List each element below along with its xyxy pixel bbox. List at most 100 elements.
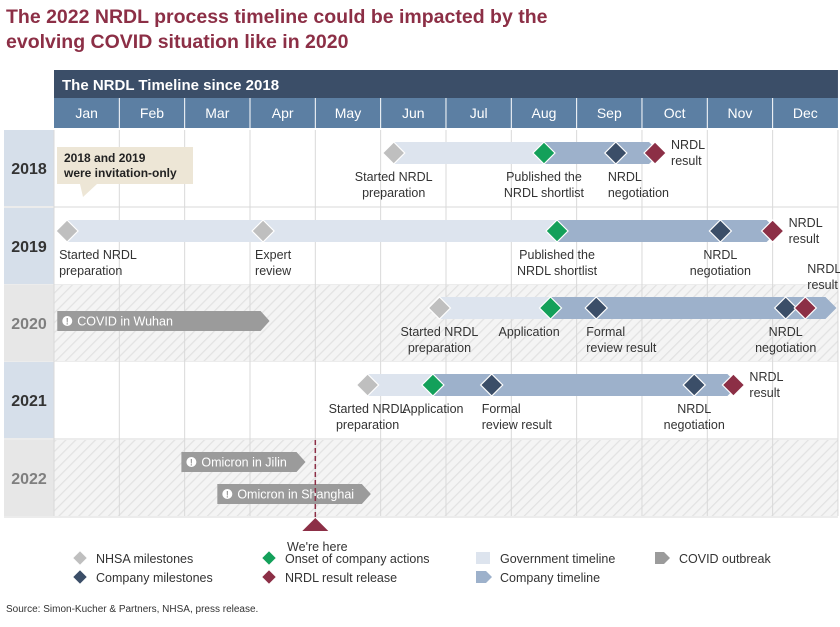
timeline-header-title: The NRDL Timeline since 2018 xyxy=(62,77,279,94)
legend-item: Government timeline xyxy=(476,552,615,566)
company-milestone xyxy=(708,219,733,243)
milestone-label: NRDL xyxy=(789,216,823,230)
milestone-label: NRDL xyxy=(769,325,803,339)
month-label: Mar xyxy=(205,105,229,121)
year-label: 2021 xyxy=(11,393,47,410)
covid-arrow xyxy=(181,452,306,472)
nhsa-milestone xyxy=(55,219,79,243)
alert-icon-mark: ! xyxy=(66,317,69,327)
month-label: Nov xyxy=(728,105,753,121)
nrdl-milestone xyxy=(793,296,818,320)
year-label: 2022 xyxy=(11,471,47,488)
legend-item: Company timeline xyxy=(476,571,600,585)
row-2019: Started NRDL preparation Expert review Publi… xyxy=(55,216,823,278)
note-callout xyxy=(57,147,193,197)
legend-label: NHSA milestones xyxy=(96,552,193,566)
month-label: Oct xyxy=(664,105,686,121)
note-line: were invitation-only xyxy=(63,166,177,180)
legend-label: Onset of company actions xyxy=(285,552,430,566)
legend-label: Company timeline xyxy=(500,571,600,585)
row-2022: ! Omicron in Jilin! Omicron in Shanghai xyxy=(181,452,371,504)
milestone-label: NRDL shortlist xyxy=(504,186,585,200)
legend-label: Government timeline xyxy=(500,552,615,566)
legend-covid-swatch xyxy=(655,552,670,564)
year-band xyxy=(4,285,54,361)
company-timeline-bar xyxy=(543,142,661,164)
milestone-label: Published the xyxy=(506,170,582,184)
legend-government-swatch xyxy=(476,552,490,564)
onset-milestone xyxy=(545,219,569,243)
nrdl-milestone xyxy=(760,219,785,243)
we-are-here-marker: We're here xyxy=(287,440,348,554)
month-label: Jun xyxy=(402,105,425,121)
legend-label: NRDL result release xyxy=(285,571,397,585)
timeline-header xyxy=(54,70,838,98)
milestone-label: preparation xyxy=(362,186,425,200)
legend-item: COVID outbreak xyxy=(655,552,771,566)
milestone-label: result xyxy=(671,154,702,168)
milestone-label: Expert xyxy=(255,248,292,262)
we-are-here-triangle xyxy=(302,518,329,531)
milestone-label: NRDL shortlist xyxy=(517,264,598,278)
milestone-label: result xyxy=(807,278,838,292)
legend-label: COVID outbreak xyxy=(679,552,771,566)
covid-label: COVID in Wuhan xyxy=(77,315,173,329)
milestone-label: preparation xyxy=(408,341,471,355)
government-timeline-bar xyxy=(67,220,558,242)
milestone-label: negotiation xyxy=(690,264,751,278)
row-2020: ! COVID in Wuhan Started NRDL preparation Ap… xyxy=(57,262,840,355)
company-timeline-bar xyxy=(557,220,778,242)
alert-icon xyxy=(62,316,73,326)
source-note: Source: Simon-Kucher & Partners, NHSA, p… xyxy=(6,604,259,615)
legend-companybar-swatch xyxy=(476,571,492,583)
milestone-label: NRDL xyxy=(807,262,840,276)
milestone-label: NRDL xyxy=(608,170,642,184)
year-band xyxy=(4,130,54,206)
year-label: 2020 xyxy=(11,316,47,333)
company-timeline-bar xyxy=(550,297,837,319)
company-milestone xyxy=(479,373,504,397)
month-label: Aug xyxy=(532,105,557,121)
covid-label: Omicron in Jilin xyxy=(201,456,286,470)
milestone-label: negotiation xyxy=(664,418,725,432)
year-band xyxy=(4,440,54,516)
year-label: 2019 xyxy=(11,239,47,256)
milestone-label: Started NRDL xyxy=(355,170,433,184)
month-label: Feb xyxy=(140,105,164,121)
milestone-label: Started NRDL xyxy=(59,248,137,262)
onset-milestone xyxy=(421,373,445,397)
title-line-2: evolving COVID situation like in 2020 xyxy=(6,31,349,53)
milestone-label: preparation xyxy=(336,418,399,432)
government-timeline-bar xyxy=(439,297,551,319)
milestone-label: review result xyxy=(482,418,553,432)
alert-icon-mark: ! xyxy=(226,490,229,500)
company-milestone xyxy=(584,296,609,320)
legend-item: Onset of company actions xyxy=(260,549,430,567)
government-timeline-bar xyxy=(393,142,544,164)
month-label: Dec xyxy=(793,105,818,121)
covid-label: Omicron in Shanghai xyxy=(237,488,354,502)
legend-nhsa-swatch xyxy=(71,549,89,567)
year-label: 2018 xyxy=(11,161,47,178)
note-line: 2018 and 2019 xyxy=(64,151,146,165)
page-title: The 2022 NRDL process timeline could be … xyxy=(6,5,826,55)
legend-item: NHSA milestones xyxy=(71,549,193,567)
month-label: Sep xyxy=(597,105,622,121)
milestone-label: preparation xyxy=(59,264,122,278)
company-milestone xyxy=(603,141,628,165)
alert-icon xyxy=(186,457,197,467)
alert-icon xyxy=(222,489,233,499)
title-line-1: The 2022 NRDL process timeline could be … xyxy=(6,6,548,28)
legend-label: Company milestones xyxy=(96,571,213,585)
company-milestone xyxy=(682,373,707,397)
covid-arrow xyxy=(57,311,270,331)
nrdl-milestone xyxy=(643,141,667,165)
legend-item: NRDL result release xyxy=(260,568,397,586)
row-2018: Started NRDL preparation Published the NRDL… xyxy=(355,138,705,200)
covid-arrow xyxy=(217,484,371,504)
legend-onset-swatch xyxy=(260,549,278,567)
company-timeline-bar xyxy=(432,374,739,396)
milestone-label: result xyxy=(789,232,820,246)
